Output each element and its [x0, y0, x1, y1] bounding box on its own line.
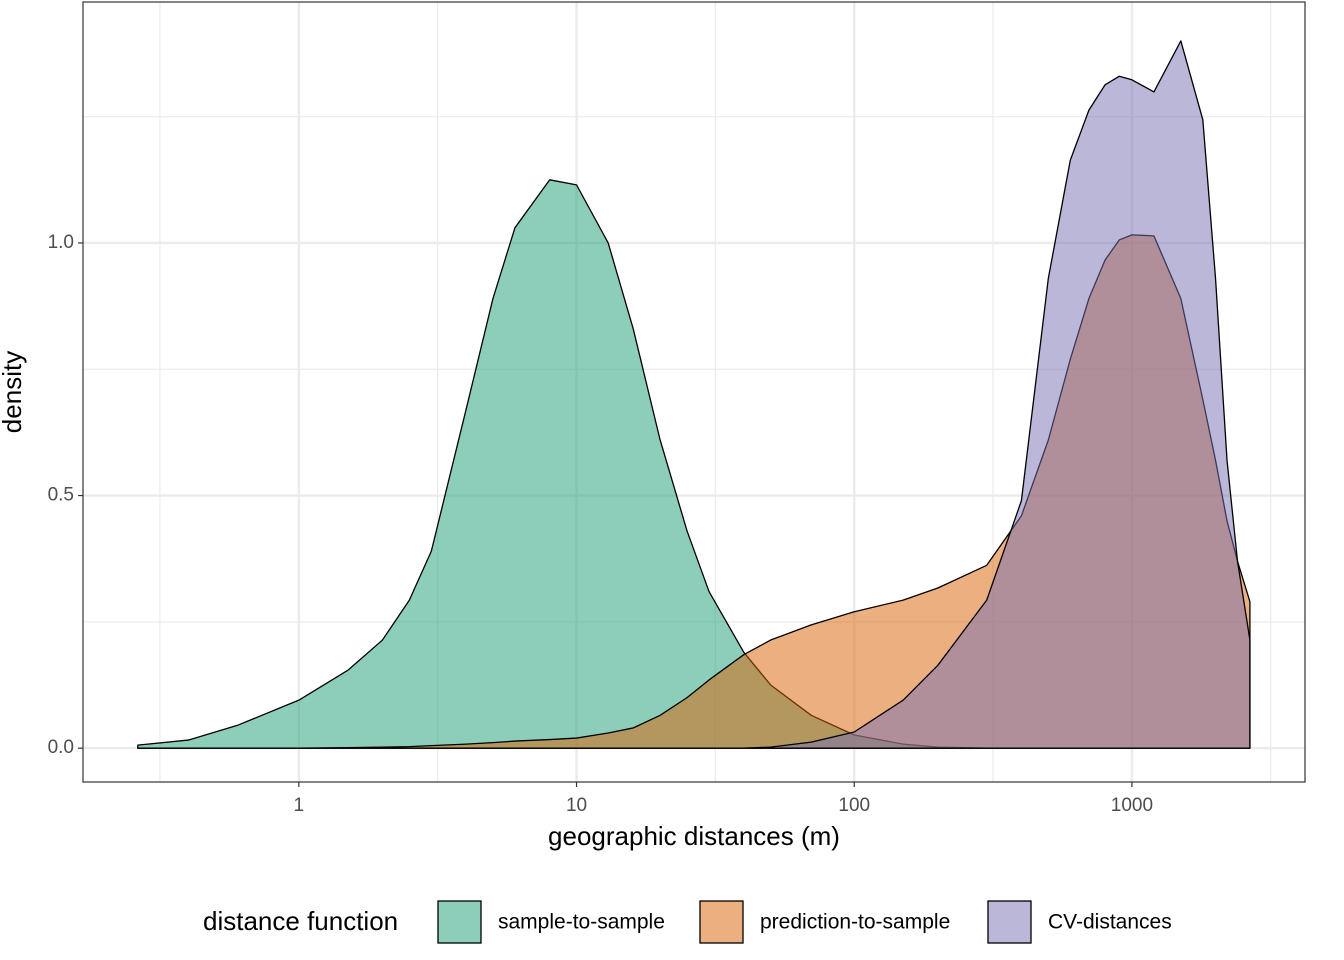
legend-key	[699, 900, 744, 944]
density-area	[137, 40, 1251, 749]
legend-key	[437, 900, 482, 944]
legend: sample-to-sample prediction-to-sample CV-d…	[437, 900, 1172, 944]
y-axis-title: density	[0, 351, 27, 433]
x-tick-label: 100	[838, 795, 870, 816]
legend-key	[987, 900, 1032, 944]
legend-label: CV-distances	[1048, 911, 1172, 934]
x-tick-label: 10	[566, 795, 587, 816]
x-axis-title: geographic distances (m)	[548, 821, 840, 851]
y-tick-label: 0.0	[48, 737, 74, 758]
legend-label: prediction-to-sample	[760, 911, 950, 934]
y-tick-label: 0.5	[48, 485, 74, 506]
y-tick-label: 1.0	[48, 232, 74, 253]
legend-title: distance function	[203, 906, 398, 936]
areas	[137, 40, 1251, 749]
x-tick-label: 1	[294, 795, 305, 816]
panel-border	[82, 1, 1306, 783]
x-tick-label: 1000	[1111, 795, 1153, 816]
legend-label: sample-to-sample	[498, 911, 665, 934]
